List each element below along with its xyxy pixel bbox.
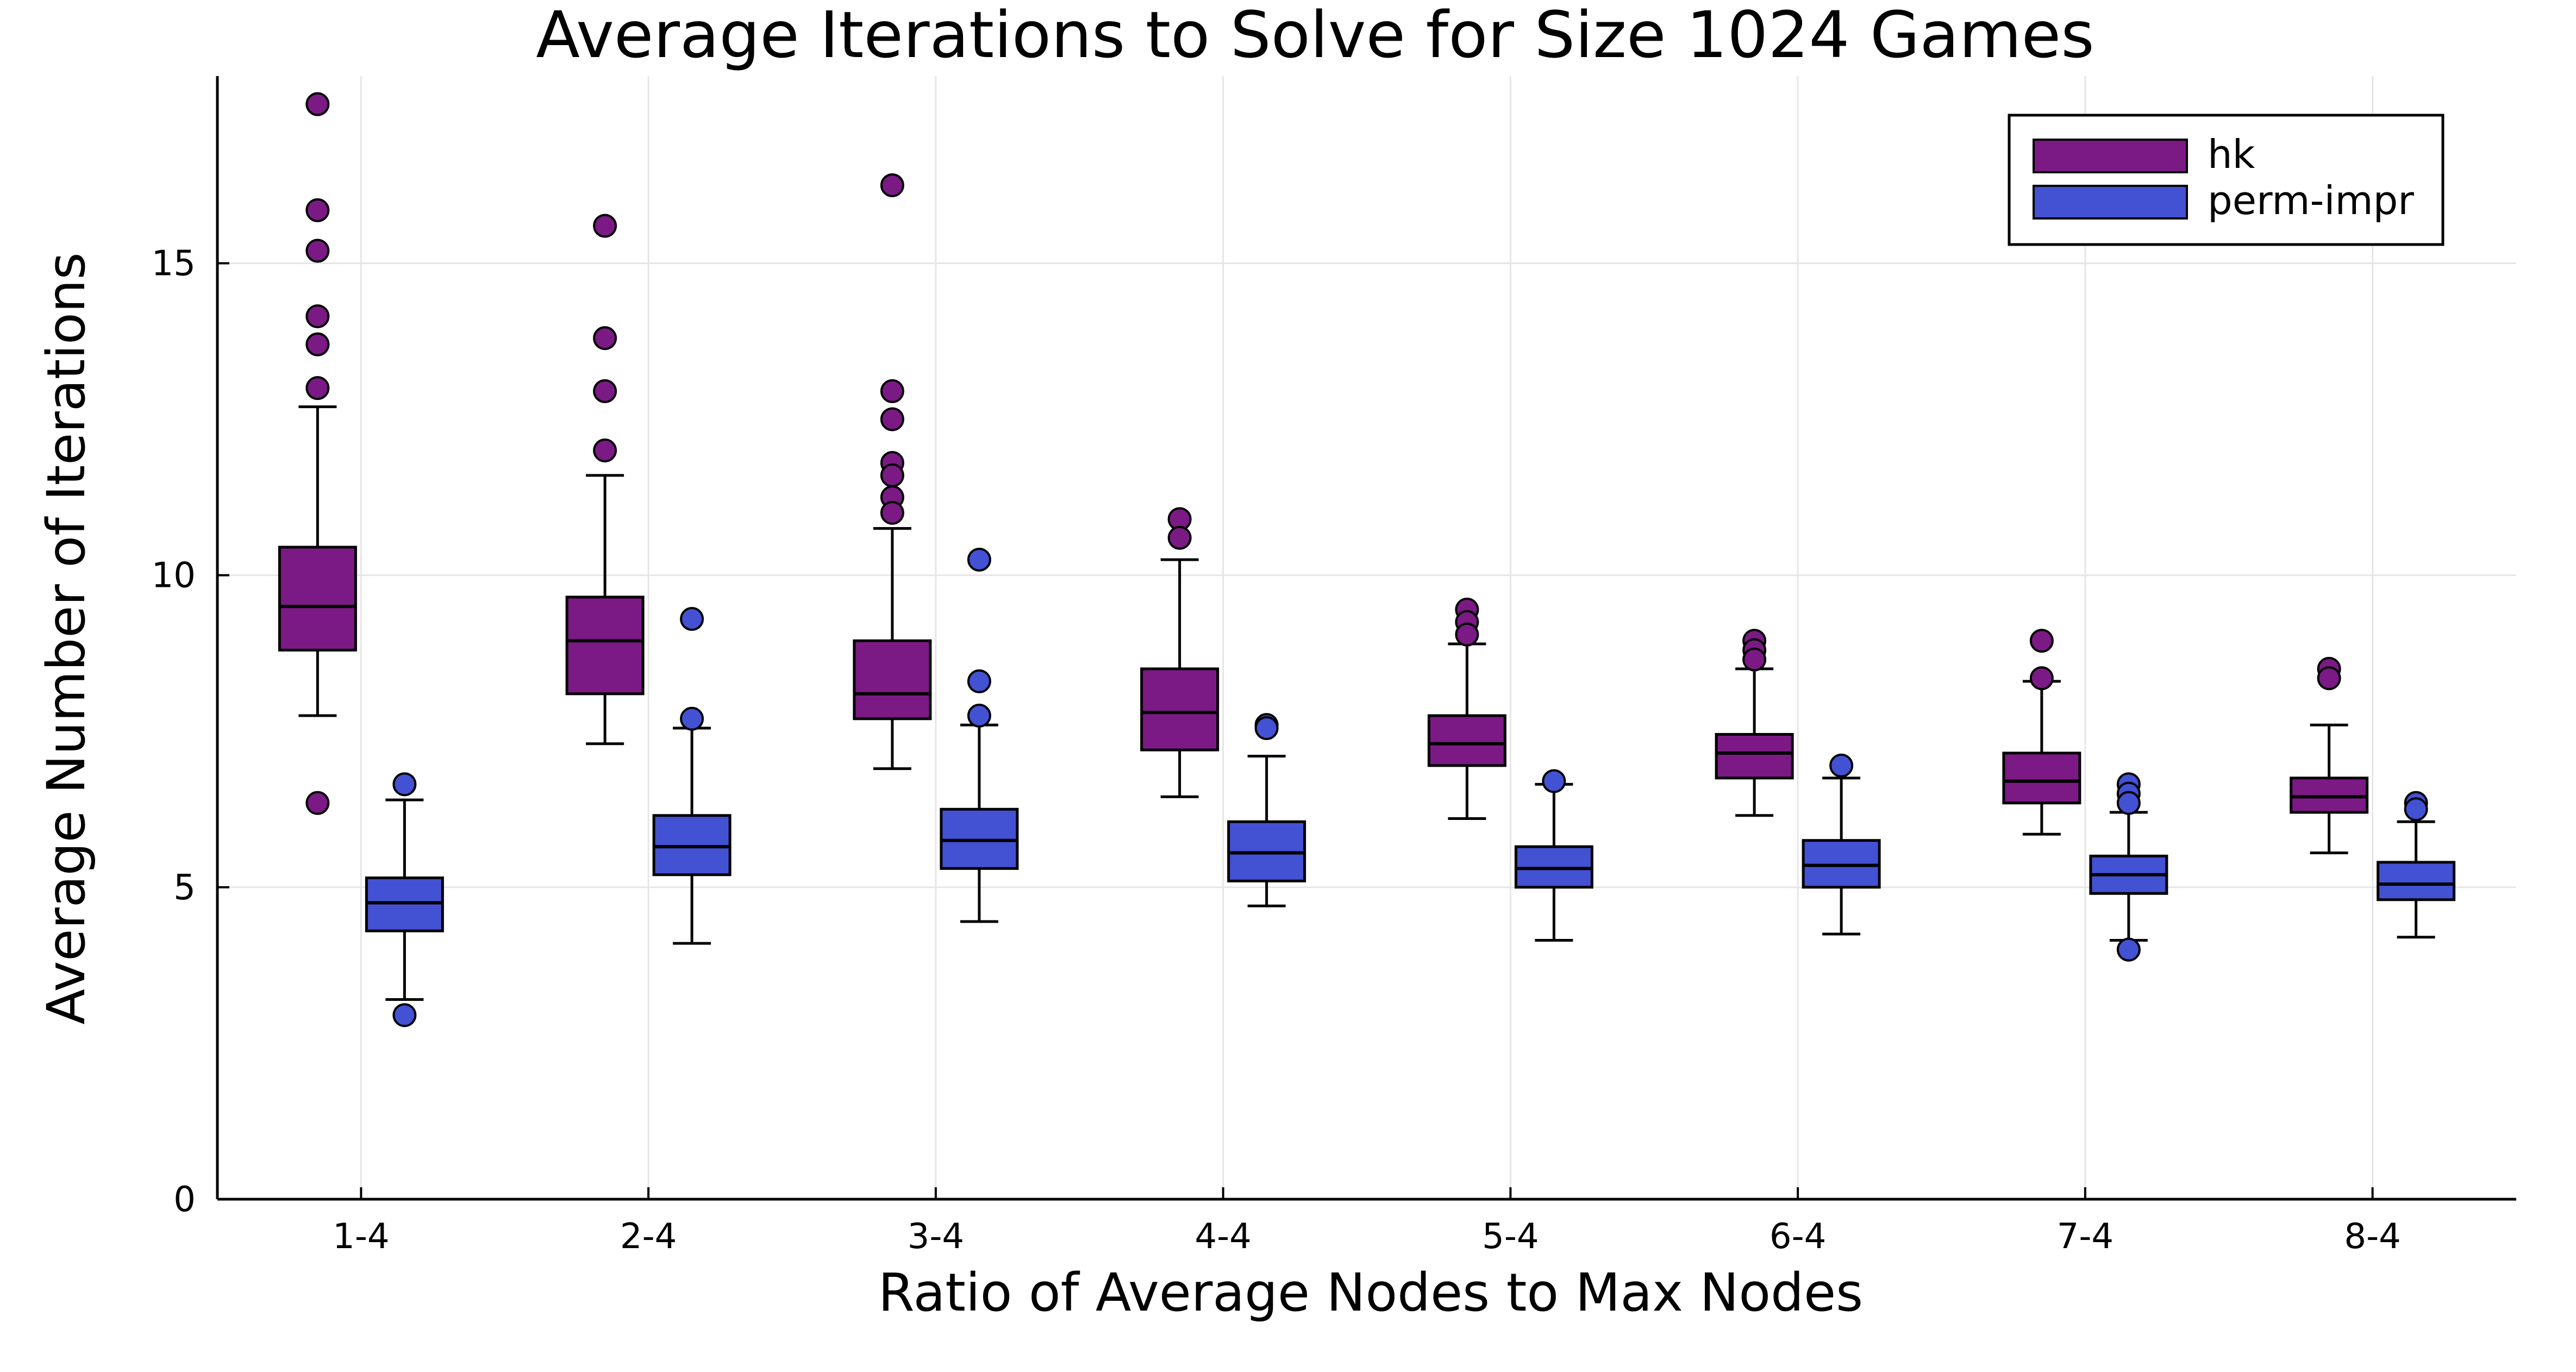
outlier-point bbox=[2029, 666, 2054, 691]
box-perm-impr-8-4 bbox=[2377, 791, 2456, 939]
plot-area bbox=[278, 92, 2456, 1028]
x-tick-label: 2-4 bbox=[620, 1217, 677, 1257]
outlier-point bbox=[1742, 647, 1767, 672]
y-tick-label: 5 bbox=[173, 868, 196, 908]
outlier-point bbox=[305, 791, 330, 815]
box-perm-impr-1-4 bbox=[365, 772, 444, 1028]
y-axis-label: Average Number of Iterations bbox=[36, 252, 97, 1024]
box-iqr bbox=[1427, 714, 1506, 767]
legend-box bbox=[2008, 114, 2444, 246]
outlier-point bbox=[2317, 666, 2341, 691]
box-hk-2-4 bbox=[565, 214, 645, 745]
outlier-point bbox=[593, 379, 617, 403]
outlier-point bbox=[967, 704, 991, 728]
outlier-point bbox=[2404, 797, 2428, 822]
box-perm-impr-4-4 bbox=[1227, 713, 1306, 907]
outlier-point bbox=[1829, 753, 1854, 778]
outlier-point bbox=[880, 379, 904, 403]
outlier-point bbox=[392, 772, 417, 797]
legend-swatch bbox=[2033, 139, 2188, 173]
x-tick-label: 1-4 bbox=[333, 1217, 390, 1257]
box-iqr bbox=[2377, 861, 2456, 901]
box-iqr bbox=[2002, 751, 2081, 805]
legend-label: perm-impr bbox=[2208, 178, 2414, 223]
box-hk-7-4 bbox=[2002, 629, 2081, 836]
outlier-point bbox=[392, 1003, 417, 1028]
outlier-point bbox=[593, 438, 617, 462]
x-axis-label: Ratio of Average Nodes to Max Nodes bbox=[878, 1262, 1863, 1323]
box-perm-impr-5-4 bbox=[1514, 769, 1593, 942]
box-perm-impr-7-4 bbox=[2089, 772, 2168, 962]
y-tick-label: 10 bbox=[152, 556, 196, 596]
box-hk-8-4 bbox=[2290, 656, 2369, 855]
legend-swatch bbox=[2033, 185, 2188, 220]
box-iqr bbox=[565, 596, 645, 696]
x-tick-label: 5-4 bbox=[1482, 1217, 1539, 1257]
box-iqr bbox=[1140, 667, 1220, 751]
legend-item-hk: hk bbox=[2033, 131, 2255, 177]
box-hk-6-4 bbox=[1715, 629, 1794, 817]
outlier-point bbox=[305, 304, 330, 329]
outlier-point bbox=[305, 332, 330, 356]
outlier-point bbox=[305, 92, 330, 116]
y-tick-label: 0 bbox=[173, 1180, 196, 1220]
outlier-point bbox=[880, 173, 904, 197]
outlier-point bbox=[967, 547, 991, 572]
outlier-point bbox=[1455, 622, 1479, 647]
outlier-point bbox=[880, 463, 904, 487]
x-tick-label: 8-4 bbox=[2344, 1217, 2401, 1257]
box-iqr bbox=[853, 639, 932, 721]
box-hk-1-4 bbox=[278, 92, 357, 815]
box-perm-impr-2-4 bbox=[652, 607, 731, 945]
box-perm-impr-6-4 bbox=[1802, 753, 1881, 936]
outlier-point bbox=[2029, 629, 2054, 653]
x-tick-label: 4-4 bbox=[1195, 1217, 1252, 1257]
box-iqr bbox=[1715, 732, 1794, 780]
box-perm-impr-3-4 bbox=[940, 547, 1019, 923]
outlier-point bbox=[1254, 716, 1279, 741]
x-tick-label: 3-4 bbox=[908, 1217, 965, 1257]
box-hk-4-4 bbox=[1140, 507, 1220, 798]
box-iqr bbox=[278, 546, 357, 651]
outlier-point bbox=[593, 214, 617, 238]
outlier-point bbox=[680, 607, 704, 631]
outlier-point bbox=[967, 669, 991, 693]
x-tick-label: 6-4 bbox=[1770, 1217, 1827, 1257]
outlier-point bbox=[305, 198, 330, 222]
legend-item-perm-impr: perm-impr bbox=[2033, 178, 2414, 223]
outlier-point bbox=[305, 239, 330, 263]
outlier-point bbox=[2116, 937, 2141, 962]
outlier-point bbox=[2116, 791, 2141, 815]
outlier-point bbox=[305, 376, 330, 400]
outlier-point bbox=[680, 706, 704, 731]
box-hk-5-4 bbox=[1427, 597, 1506, 820]
outlier-point bbox=[880, 407, 904, 431]
box-hk-3-4 bbox=[853, 173, 932, 770]
outlier-point bbox=[593, 326, 617, 350]
x-tick-label: 7-4 bbox=[2057, 1217, 2114, 1257]
axes: 0 5 10 15 1-4 2-4 3-4 4-4 5-4 6-4 7-4 8-4 bbox=[152, 76, 2516, 1257]
chart-title: Average Iterations to Solve for Size 102… bbox=[536, 0, 2094, 72]
y-tick-label: 15 bbox=[152, 244, 196, 284]
outlier-point bbox=[1542, 769, 1566, 793]
legend-label: hk bbox=[2208, 131, 2255, 177]
outlier-point bbox=[1167, 525, 1192, 550]
outlier-point bbox=[880, 500, 904, 525]
